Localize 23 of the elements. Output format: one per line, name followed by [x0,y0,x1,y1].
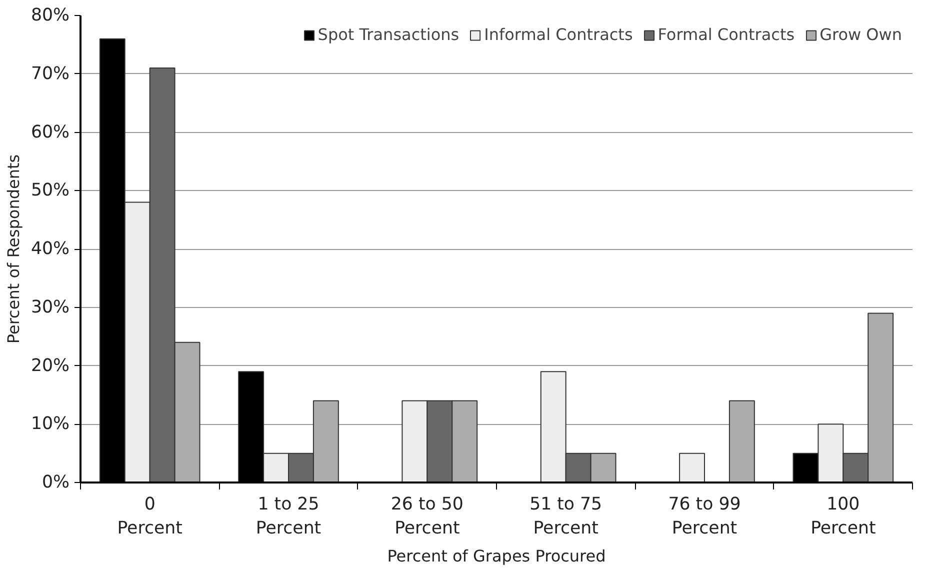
x-tick-label: 1 to 25 Percent [256,494,322,538]
legend-label: Grow Own [820,25,902,44]
x-tick-label: 76 to 99 Percent [668,494,741,538]
legend-label: Informal Contracts [484,25,633,44]
y-tick-label: 30% [30,297,70,318]
legend-label: Spot Transactions [318,25,460,44]
y-tick-label: 80% [30,6,70,26]
y-axis-title: Percent of Respondents [4,154,23,344]
x-tick-label: 51 to 75 Percent [530,494,602,538]
bar [728,400,755,482]
y-tick-label: 50% [30,180,70,201]
y-tick-label: 70% [30,64,70,84]
y-tick-label: 60% [30,122,70,142]
x-tick-label: 100 Percent [810,494,876,538]
legend-label: Formal Contracts [658,25,795,44]
x-tick-label: 0 Percent [117,494,183,538]
bar [679,452,705,482]
y-tick-label: 20% [30,356,70,376]
y-tick-label: 40% [30,239,70,259]
x-axis-title: Percent of Grapes Procured [387,546,606,566]
x-tick-label: 26 to 50 Percent [390,494,464,538]
y-tick-label: 0% [42,472,70,492]
y-tick-label: 10% [30,414,70,434]
